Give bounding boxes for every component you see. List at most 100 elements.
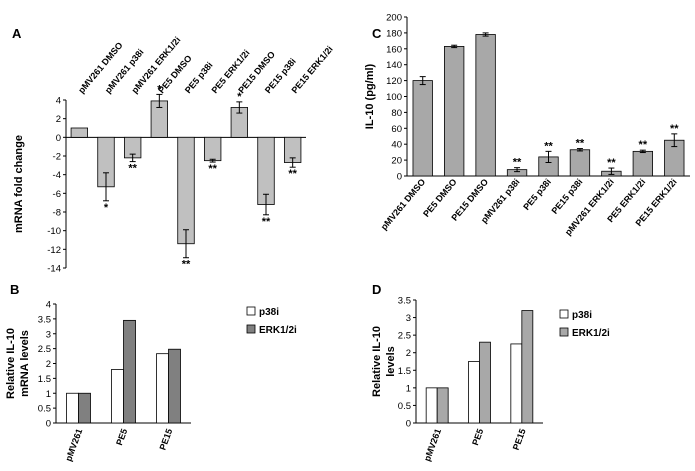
panel-a-bar <box>177 136 195 245</box>
panel-a-y-tick-label: -4 <box>53 170 61 181</box>
panel-b-category-label: PE5 <box>114 427 129 446</box>
panel-b-y-tick-label: 3.5 <box>38 314 51 325</box>
panel-c-significance-mark: ** <box>639 139 648 151</box>
panel-c-significance-mark: ** <box>670 123 679 135</box>
panel-a-significance-mark: ** <box>128 163 137 175</box>
panel-b-bar-erk12i <box>123 319 136 424</box>
panel-c-y-tick-label: 140 <box>386 60 402 71</box>
panel-b-bar-erk12i <box>168 348 181 424</box>
panel-a-category-label: pMV261 ERK1/2i <box>130 35 183 95</box>
panel-b-y-tick-label: 3 <box>46 329 51 340</box>
panel-c-y-label: IL-10 (pg/ml) <box>364 63 376 129</box>
panel-c-bar <box>475 34 496 177</box>
panel-c-chart: 0 20 40 60 80 100 120 140 160 180 200 IL-10 (pg/ml)… <box>364 13 690 237</box>
panel-c-y-tick-label: 40 <box>391 140 402 151</box>
panel-d-legend-swatch <box>559 309 569 319</box>
panel-a-significance-mark: * <box>157 83 162 95</box>
panel-b-letter: B <box>10 282 19 297</box>
panel-b-legend-label: ERK1/2i <box>259 325 297 336</box>
panel-d-category-label: PE15 <box>511 427 528 451</box>
panel-a-y-tick-label: 0 <box>56 133 61 144</box>
panel-c-y-tick-label: 180 <box>386 28 402 39</box>
panel-b-bar-p38i <box>156 353 169 424</box>
panel-b-y-label: Relative IL-10 mRNA levels <box>5 328 31 399</box>
panel-d-y-tick-label: 2.5 <box>398 331 411 342</box>
panel-b-y-tick-label: 1.5 <box>38 374 51 385</box>
panel-b-category-label: pMV261 <box>63 427 84 462</box>
panel-a-y-tick-label: -14 <box>47 264 61 275</box>
panel-c-category-label: pMV261 DMSO <box>379 177 427 232</box>
panel-a-y-tick-label: 2 <box>56 114 61 125</box>
panel-d-y-tick-label: 2 <box>406 348 411 359</box>
panel-a-y-tick-label: 4 <box>56 96 61 107</box>
panel-c-y-tick-label: 80 <box>391 108 402 119</box>
panel-c-y-tick-label: 100 <box>386 92 402 103</box>
panel-d-category-label: PE5 <box>470 427 485 446</box>
panel-a-significance-mark: ** <box>262 216 271 228</box>
panel-d-bar-p38i <box>510 343 523 424</box>
panel-d-bar-erk12i <box>521 310 534 424</box>
panel-b-y-tick-label: 0.5 <box>38 404 51 415</box>
panel-a-y-tick-label: -12 <box>47 245 61 256</box>
panel-a-significance-mark: * <box>104 202 109 214</box>
panel-c-bar <box>444 46 465 177</box>
panel-b-category-label: PE15 <box>157 427 174 451</box>
panel-b-y-tick-label: 1 <box>46 389 51 400</box>
panel-d-bar-p38i <box>468 361 480 424</box>
panel-c-y-tick-label: 0 <box>397 172 402 183</box>
panel-a-y-tick-label: -6 <box>53 189 61 200</box>
panel-c-y-tick-label: 20 <box>391 156 402 167</box>
panel-d-legend-label: p38i <box>572 310 592 321</box>
panel-b-y-tick-label: 2 <box>46 359 51 370</box>
panel-a-category-label: PE15 ERK1/2i <box>290 44 335 95</box>
panel-c-y-tick-label: 160 <box>386 44 402 55</box>
panel-c-y-tick-label: 120 <box>386 76 402 87</box>
panel-a-significance-mark: * <box>237 91 242 103</box>
panel-b-bar-p38i <box>111 369 124 424</box>
panel-c-significance-mark: ** <box>513 157 522 169</box>
panel-b-y-tick-label: 2.5 <box>38 344 51 355</box>
panel-a-significance-mark: ** <box>182 259 191 271</box>
panel-d-bar-p38i <box>425 387 438 424</box>
panel-c-letter: C <box>372 26 382 41</box>
panel-b-y-tick-label: 4 <box>46 300 51 311</box>
panel-d-legend-label: ERK1/2i <box>572 328 610 339</box>
panel-c-bar <box>412 80 433 177</box>
panel-d-y-tick-label: 0 <box>406 419 411 430</box>
panel-a-chart: 4 2 0 -2 -4 -6 -8 -10 -12 -14 mRNA fold change pMV2… <box>13 35 335 275</box>
panel-d-chart: 0 0.5 1 1.5 2 2.5 3 3.5 Relative IL-10 levels pMV2… <box>371 296 610 463</box>
panel-d-bar-erk12i <box>479 341 491 424</box>
panel-d-letter: D <box>372 282 381 297</box>
panel-d-category-label: pMV261 <box>422 427 443 462</box>
panel-a-y-label: mRNA fold change <box>13 135 25 233</box>
panel-b-y-tick-label: 0 <box>46 419 51 430</box>
panel-d-y-tick-label: 3.5 <box>398 296 411 307</box>
panel-c-significance-mark: ** <box>576 138 585 150</box>
panel-a-y-tick-label: -2 <box>53 152 61 163</box>
panel-c-significance-mark: ** <box>607 157 616 169</box>
panel-a-y-tick-label: -8 <box>53 208 61 219</box>
panel-b-bar-p38i <box>66 392 79 424</box>
panel-d-y-tick-label: 1 <box>406 383 411 394</box>
panel-a-significance-mark: ** <box>288 168 297 180</box>
panel-d-y-tick-label: 1.5 <box>398 366 411 377</box>
panel-b-chart: 0 0.5 1 1.5 2 2.5 3 3.5 4 Relative IL-10 mRNA leve… <box>5 300 297 463</box>
panel-a-bar <box>203 136 222 162</box>
panel-d-y-tick-label: 3 <box>406 313 411 324</box>
panel-a-letter: A <box>12 26 22 41</box>
panel-c-category-label: PE5 p38i <box>521 177 553 212</box>
panel-b-legend-swatch <box>246 324 256 334</box>
panel-a-significance-mark: ** <box>208 163 217 175</box>
panel-c-bar <box>569 149 591 177</box>
panel-d-y-label: Relative IL-10 levels <box>371 326 397 397</box>
panel-a-bar <box>70 127 88 138</box>
panel-d-bar-erk12i <box>436 387 449 424</box>
panel-a-y-tick-label: -10 <box>47 226 61 237</box>
panel-c-significance-mark: ** <box>544 140 553 152</box>
panel-c-bar <box>632 150 653 177</box>
panel-b-legend-label: p38i <box>259 307 279 318</box>
panel-b-bar-erk12i <box>78 392 91 424</box>
panel-c-y-tick-label: 60 <box>391 124 402 135</box>
panel-d-legend-swatch <box>559 327 569 337</box>
panel-d-y-tick-label: 0.5 <box>398 401 411 412</box>
